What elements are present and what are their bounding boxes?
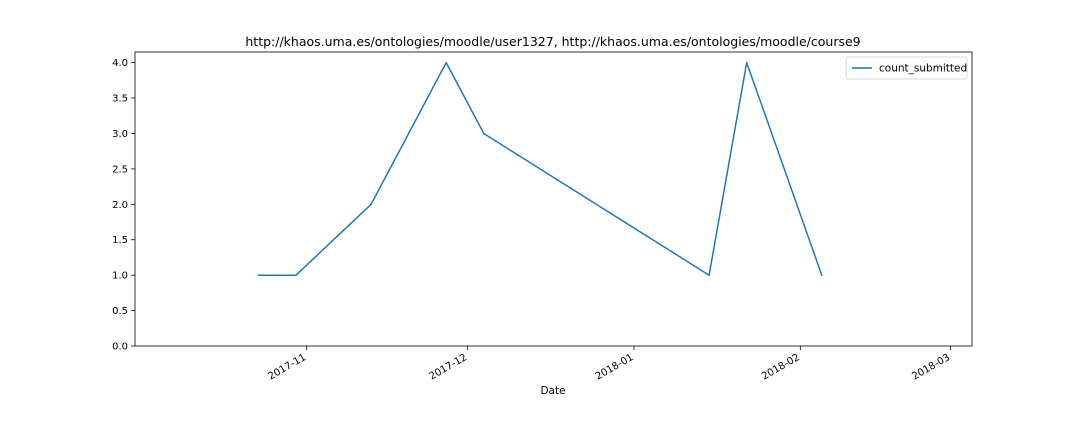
data-point	[257, 274, 260, 276]
y-tick-label: 3.5	[112, 94, 128, 105]
y-tick-label: 2.0	[112, 200, 128, 211]
y-tick-label: 3.0	[112, 129, 128, 140]
data-point	[295, 274, 297, 276]
y-tick-label: 1.5	[112, 235, 128, 246]
y-tick-label: 2.5	[112, 164, 128, 175]
legend-box	[845, 56, 968, 80]
data-point	[483, 132, 485, 135]
legend-label: count_submitted	[879, 63, 967, 75]
x-tick-label: 2018-02	[760, 352, 802, 382]
x-axis-label: Date	[540, 385, 565, 397]
data-point	[708, 274, 710, 276]
y-tick-label: 0.5	[112, 306, 128, 317]
data-point	[445, 61, 447, 64]
plot-area: 0.0 0.5 1.0 1.5 2.0 2.5 3.0 3.5 4.0 2017-11 2017-1…	[112, 51, 973, 382]
series-line-count-submitted	[258, 61, 823, 276]
x-tick-label: 2018-03	[910, 352, 952, 382]
x-tick-label: 2018-01	[594, 352, 636, 382]
chart-title: http://khaos.uma.es/ontologies/moodle/us…	[245, 34, 860, 49]
y-tick-label: 0.0	[112, 342, 128, 353]
data-point	[370, 203, 372, 206]
axes-frame	[134, 51, 973, 347]
y-tick-label: 1.0	[112, 271, 128, 282]
x-tick-label: 2017-12	[427, 352, 469, 382]
y-tick-label: 4.0	[112, 58, 128, 69]
x-tick-label: 2017-11	[266, 352, 308, 382]
data-point	[745, 61, 748, 64]
data-point	[821, 274, 823, 276]
